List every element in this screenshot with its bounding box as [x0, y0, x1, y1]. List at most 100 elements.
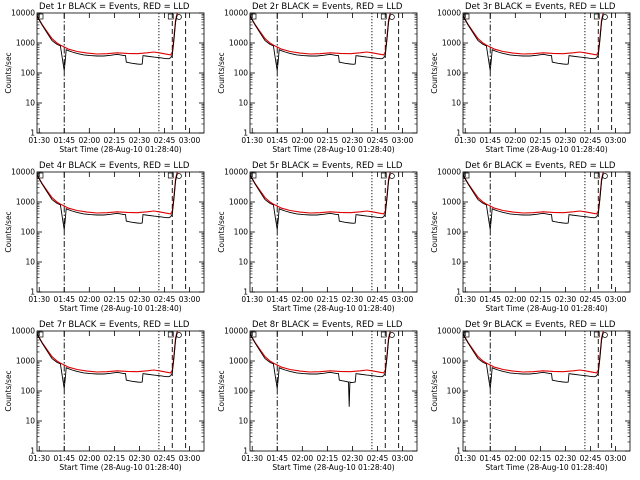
x-tick-label: 01:45 — [479, 295, 501, 304]
x-tick-label: 02:30 — [342, 295, 364, 304]
series-lld-line — [37, 331, 178, 374]
x-axis-label: Start Time (28-Aug-10 01:28:40) — [272, 145, 394, 154]
x-tick-label: 02:30 — [129, 454, 151, 463]
x-axis-label: Start Time (28-Aug-10 01:28:40) — [485, 145, 607, 154]
y-tick-label: 10 — [238, 99, 248, 108]
corner-marker — [593, 331, 600, 338]
x-tick-label: 02:00 — [292, 454, 314, 463]
series-lld-line — [37, 13, 178, 56]
x-axis-label: Start Time (28-Aug-10 01:28:40) — [485, 463, 607, 472]
x-tick-label: 01:30 — [241, 295, 263, 304]
y-tick-label: 10000 — [11, 9, 35, 18]
plot-frame — [36, 330, 205, 452]
y-tick-label: 10000 — [224, 9, 248, 18]
panel-det-5: Det 5r BLACK = Events, RED = LLD 1 10 100 10… — [217, 161, 418, 313]
x-tick-label: 02:15 — [317, 454, 339, 463]
panel-title: Det 5r BLACK = Events, RED = LLD — [252, 161, 403, 171]
x-tick-label: 02:00 — [79, 136, 101, 145]
series-lld-line — [37, 172, 178, 215]
x-tick-label: 02:15 — [317, 295, 339, 304]
y-tick-label: 1000 — [442, 198, 461, 207]
x-tick-label: 01:30 — [454, 454, 476, 463]
corner-marker — [602, 332, 608, 338]
panel-title: Det 3r BLACK = Events, RED = LLD — [465, 2, 616, 12]
x-tick-label: 02:30 — [342, 136, 364, 145]
corner-marker — [602, 14, 608, 20]
panel-det-6: Det 6r BLACK = Events, RED = LLD 1 10 100 10… — [430, 161, 631, 313]
corner-marker — [37, 172, 44, 179]
x-tick-label: 01:30 — [454, 295, 476, 304]
corner-marker — [593, 172, 600, 179]
x-tick-label: 01:45 — [266, 295, 288, 304]
y-tick-label: 10 — [25, 417, 35, 426]
y-axis-label: Counts/sec — [430, 52, 439, 93]
y-tick-label: 1 — [243, 129, 248, 138]
x-tick-label: 02:30 — [129, 295, 151, 304]
y-tick-label: 100 — [234, 387, 249, 396]
y-tick-label: 10 — [25, 99, 35, 108]
panel-det-2: Det 2r BLACK = Events, RED = LLD 1 10 100 10… — [217, 2, 418, 154]
y-tick-label: 1000 — [16, 198, 35, 207]
corner-marker — [380, 172, 387, 179]
x-tick-label: 02:00 — [79, 454, 101, 463]
x-tick-label: 01:30 — [28, 454, 50, 463]
series-events-line — [37, 173, 178, 230]
corner-marker — [250, 172, 257, 179]
x-tick-label: 01:45 — [266, 454, 288, 463]
corner-marker — [167, 172, 174, 179]
panel-det-1: Det 1r BLACK = Events, RED = LLD 1 10 100 10… — [4, 2, 205, 154]
x-tick-label: 02:45 — [154, 454, 176, 463]
x-tick-label: 01:30 — [241, 454, 263, 463]
x-tick-label: 02:00 — [292, 136, 314, 145]
x-tick-label: 01:45 — [53, 136, 75, 145]
panel-title: Det 1r BLACK = Events, RED = LLD — [39, 2, 190, 12]
x-tick-label: 01:45 — [479, 454, 501, 463]
x-tick-label: 02:30 — [129, 136, 151, 145]
x-tick-label: 02:45 — [580, 295, 602, 304]
y-axis-label: Counts/sec — [4, 211, 13, 252]
x-tick-label: 03:00 — [605, 136, 627, 145]
corner-marker — [380, 331, 387, 338]
x-tick-label: 02:15 — [530, 295, 552, 304]
series-lld-line — [463, 172, 604, 215]
x-tick-label: 02:15 — [530, 454, 552, 463]
y-tick-label: 1 — [243, 447, 248, 456]
x-tick-label: 01:30 — [28, 136, 50, 145]
x-tick-label: 02:45 — [367, 136, 389, 145]
x-tick-label: 02:00 — [505, 295, 527, 304]
x-tick-label: 02:15 — [104, 454, 126, 463]
y-tick-label: 1000 — [442, 357, 461, 366]
panel-title: Det 2r BLACK = Events, RED = LLD — [252, 2, 403, 12]
panel-det-3: Det 3r BLACK = Events, RED = LLD 1 10 100 10… — [430, 2, 631, 154]
panel-det-8: Det 8r BLACK = Events, RED = LLD 1 10 100 10… — [217, 320, 418, 472]
y-axis-label: Counts/sec — [4, 370, 13, 411]
plot-frame — [249, 12, 418, 134]
x-tick-label: 03:00 — [179, 295, 201, 304]
y-tick-label: 10000 — [437, 168, 461, 177]
series-events-line — [37, 14, 178, 71]
x-axis-label: Start Time (28-Aug-10 01:28:40) — [59, 145, 181, 154]
x-tick-label: 01:30 — [28, 295, 50, 304]
y-tick-label: 100 — [21, 69, 36, 78]
x-tick-label: 02:00 — [505, 454, 527, 463]
corner-marker — [463, 331, 470, 338]
y-tick-label: 10 — [25, 258, 35, 267]
y-tick-label: 100 — [447, 387, 462, 396]
y-tick-label: 1 — [30, 447, 35, 456]
x-tick-label: 03:00 — [392, 136, 414, 145]
panel-title: Det 9r BLACK = Events, RED = LLD — [465, 320, 616, 330]
panel-title: Det 4r BLACK = Events, RED = LLD — [39, 161, 190, 171]
x-axis-label: Start Time (28-Aug-10 01:28:40) — [59, 463, 181, 472]
y-tick-label: 1 — [243, 288, 248, 297]
y-tick-label: 10000 — [437, 9, 461, 18]
x-tick-label: 02:45 — [154, 136, 176, 145]
y-tick-label: 1000 — [229, 357, 248, 366]
plot-frame — [462, 12, 631, 134]
x-tick-label: 02:15 — [530, 136, 552, 145]
corner-marker — [602, 173, 608, 179]
series-events-line — [463, 173, 604, 230]
corner-marker — [593, 13, 600, 20]
y-tick-label: 10 — [451, 417, 461, 426]
y-tick-label: 10000 — [11, 327, 35, 336]
y-tick-label: 10 — [451, 99, 461, 108]
